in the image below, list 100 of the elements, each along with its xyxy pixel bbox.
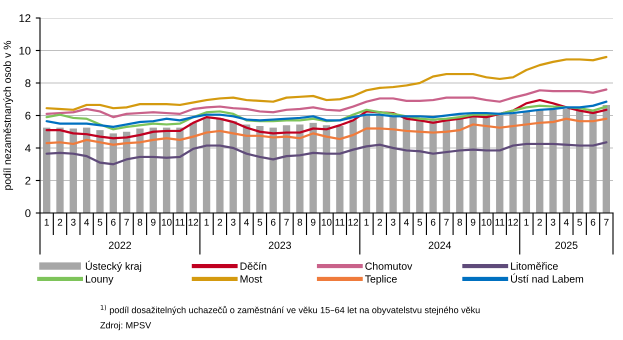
x-tick-label: 12 <box>348 218 358 226</box>
x-tick-label: 3 <box>70 218 76 226</box>
x-tick-label: 7 <box>444 218 449 226</box>
text: 2023 <box>268 242 291 249</box>
x-tick-label: 11 <box>336 218 344 226</box>
line-series <box>46 98 608 140</box>
bar <box>349 120 357 213</box>
bar <box>82 128 90 213</box>
line-series <box>46 141 608 166</box>
x-tick-label: 5 <box>417 218 422 226</box>
x-tick-label: 6 <box>270 218 276 226</box>
bar <box>496 114 504 213</box>
x-tick-label: 4 <box>404 218 409 226</box>
bar <box>536 110 544 213</box>
x-tick-label: 9 <box>310 218 316 226</box>
y-tick-label: 2 <box>25 176 30 185</box>
x-tick-label: 6 <box>111 218 116 226</box>
x-tick-label: 4 <box>84 218 90 226</box>
text: $^{1)}$ podíl dosažitelných uchazečů o zaměstnání ve věku 15–64 let na obyvatelstvu stejného věku <box>100 304 480 316</box>
y-axis-title: podíl nezaměstnaných osob v % <box>3 40 14 190</box>
x-tick-label: 11 <box>176 218 184 226</box>
bar <box>202 118 210 213</box>
x-tick-label: 9 <box>151 218 156 226</box>
x-tick-label: 12 <box>508 218 518 226</box>
bar <box>110 133 117 213</box>
text: 2025 <box>555 242 578 249</box>
x-tick-label: 3 <box>550 218 556 226</box>
legend-label: Litoměřice <box>511 262 558 270</box>
bar <box>602 104 610 213</box>
bar <box>389 116 397 213</box>
line-series <box>46 88 608 118</box>
legend-label: Ústí nad Labem <box>511 274 584 283</box>
bar <box>562 109 570 213</box>
x-tick-label: 5 <box>258 218 262 226</box>
bar <box>190 122 197 213</box>
x-tick-label: 2 <box>378 218 382 226</box>
x-tick-label: 1 <box>204 218 209 226</box>
x-tick-label: 8 <box>457 218 462 226</box>
x-tick-label: 1 <box>364 218 369 226</box>
x-tick-label: 2 <box>58 218 62 226</box>
legend-label: Ústecký kraj <box>86 260 142 272</box>
bar <box>310 122 317 213</box>
line-series <box>46 56 608 111</box>
x-tick-label: 1 <box>44 218 49 226</box>
x-tick-label: 8 <box>138 218 142 226</box>
bar <box>162 128 170 213</box>
line-series <box>46 118 608 146</box>
bar <box>122 132 130 213</box>
legend-label: Chomutov <box>365 262 412 270</box>
x-tick-label: 7 <box>124 218 129 226</box>
y-tick-label: 8 <box>25 79 30 88</box>
x-tick-label: 2 <box>218 218 222 226</box>
bar <box>429 120 437 213</box>
x-tick-label: 10 <box>322 218 332 226</box>
bar <box>296 124 304 213</box>
bar <box>336 126 344 213</box>
line-series <box>46 104 608 130</box>
y-tick-label: 0 <box>25 209 31 218</box>
x-tick-label: 3 <box>230 218 236 226</box>
bar <box>230 121 237 213</box>
x-tick-label: 10 <box>482 218 492 226</box>
x-tick-label: 6 <box>430 218 436 226</box>
x-tick-label: 7 <box>284 218 289 226</box>
legend-label: Louny <box>86 275 114 285</box>
legend-label: Teplice <box>365 275 397 285</box>
bar <box>150 128 157 213</box>
bar <box>482 116 490 213</box>
x-tick-label: 4 <box>564 218 569 226</box>
bar <box>43 128 50 213</box>
line-series <box>46 100 608 128</box>
x-tick-label: 10 <box>162 218 172 226</box>
x-tick-label: 2 <box>537 218 542 226</box>
legend-label: Děčín <box>240 262 266 270</box>
x-tick-label: 8 <box>298 218 302 226</box>
bar <box>70 128 77 213</box>
x-tick-label: 11 <box>495 218 504 226</box>
bar <box>216 118 224 213</box>
y-tick-label: 10 <box>19 46 31 55</box>
bar <box>522 111 530 213</box>
bar <box>270 128 277 213</box>
x-tick-label: 4 <box>244 218 249 226</box>
bar <box>549 110 557 213</box>
bar <box>456 117 464 213</box>
bar <box>576 110 584 213</box>
text: Zdroj: MPSV <box>100 322 152 330</box>
y-tick-label: 4 <box>25 144 31 152</box>
bar <box>376 114 384 213</box>
x-tick-label: 5 <box>577 218 582 226</box>
bar <box>256 126 264 213</box>
bar <box>509 114 517 213</box>
y-tick-label: 6 <box>25 112 30 120</box>
x-tick-label: 7 <box>604 218 609 226</box>
x-tick-label: 1 <box>524 218 529 226</box>
y-tick-label: 12 <box>19 14 30 22</box>
text: 2024 <box>428 242 452 249</box>
x-tick-label: 12 <box>188 218 198 226</box>
legend-label: Most <box>240 275 262 283</box>
x-tick-label: 9 <box>470 218 476 226</box>
x-tick-label: 3 <box>390 218 396 226</box>
x-tick-label: 5 <box>98 218 102 226</box>
